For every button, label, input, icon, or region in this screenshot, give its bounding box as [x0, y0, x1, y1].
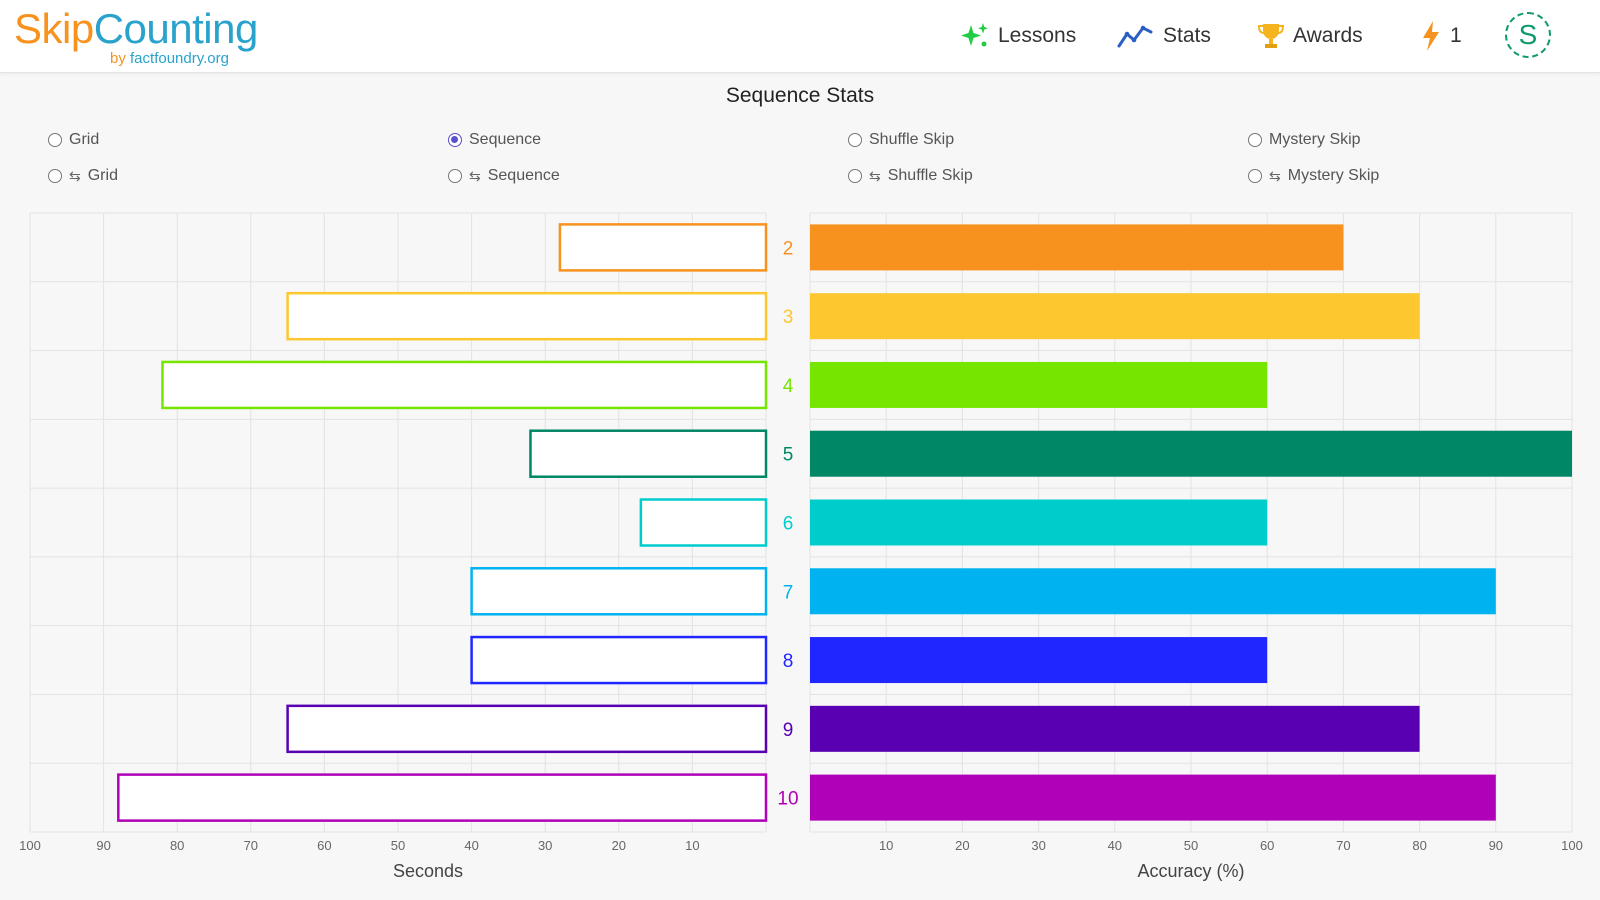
mode-radio-sequence[interactable]: Sequence: [448, 131, 541, 149]
radio-circle: [848, 133, 862, 147]
mode-radio-reverse-grid[interactable]: ⇆ Grid: [48, 167, 118, 185]
x-tick-label: 50: [1184, 838, 1198, 853]
x-tick-label: 100: [1561, 838, 1583, 853]
mode-label-mystery-skip: Mystery Skip: [1269, 131, 1361, 148]
user-avatar[interactable]: S: [1505, 12, 1551, 58]
mode-label-grid: Grid: [69, 131, 100, 148]
logo-counting-text: Counting: [93, 5, 259, 52]
x-tick-label: 90: [96, 838, 110, 853]
sparkle-icon: [961, 23, 988, 47]
x-tick-label: 70: [1336, 838, 1350, 853]
x-axis-title-seconds: Seconds: [393, 861, 463, 881]
radio-circle: [1248, 169, 1262, 183]
x-tick-label: 60: [317, 838, 331, 853]
x-tick-label: 90: [1489, 838, 1503, 853]
x-tick-label: 70: [244, 838, 258, 853]
x-tick-label: 80: [170, 838, 184, 853]
x-tick-label: 10: [879, 838, 893, 853]
streak-counter[interactable]: 1: [1420, 18, 1462, 54]
seconds-bar: [117, 773, 768, 822]
category-label: 2: [783, 238, 794, 259]
seconds-bar: [639, 498, 768, 547]
radio-circle: [1248, 133, 1262, 147]
top-bar: SkipCounting by factfoundry.org Lessons …: [0, 0, 1600, 73]
x-tick-label: 10: [685, 838, 699, 853]
x-tick-label: 20: [955, 838, 969, 853]
mode-label-shuffle-skip: Shuffle Skip: [869, 131, 955, 148]
radio-circle: [448, 169, 462, 183]
mode-label-reverse-shuffle-skip: Shuffle Skip: [887, 167, 973, 184]
mode-label-reverse-sequence: Sequence: [487, 167, 560, 184]
streak-count: 1: [1450, 24, 1462, 47]
category-label: 8: [783, 651, 794, 672]
nav-lessons-label: Lessons: [998, 24, 1077, 47]
nav-stats-label: Stats: [1163, 24, 1211, 47]
accuracy-bar: [810, 705, 1420, 752]
nav-stats[interactable]: Stats: [1117, 18, 1211, 54]
radio-circle: [48, 133, 62, 147]
seconds-bar: [161, 360, 768, 410]
logo-by-text: by: [110, 50, 131, 67]
lightning-icon: [1423, 21, 1439, 51]
category-label: 3: [783, 307, 794, 328]
mode-radio-reverse-shuffle-skip[interactable]: ⇆ Shuffle Skip: [848, 167, 973, 185]
accuracy-bar: [810, 499, 1268, 546]
x-tick-label: 30: [538, 838, 552, 853]
accuracy-bar: [810, 774, 1496, 821]
category-label: 10: [777, 789, 798, 810]
radio-circle: [48, 169, 62, 183]
x-tick-label: 30: [1031, 838, 1045, 853]
nav-awards[interactable]: Awards: [1257, 18, 1363, 54]
seconds-bar: [470, 567, 768, 616]
mode-radio-reverse-mystery-skip[interactable]: ⇆ Mystery Skip: [1248, 167, 1379, 185]
accuracy-bar: [810, 293, 1420, 340]
seconds-bar: [529, 429, 768, 478]
logo-skip-text: Skip: [14, 5, 94, 52]
x-axis-title-accuracy: Accuracy (%): [1137, 861, 1244, 881]
accuracy-bar: [810, 361, 1268, 408]
seconds-bar: [558, 223, 768, 272]
mode-radio-mystery-skip[interactable]: Mystery Skip: [1248, 131, 1361, 149]
accuracy-bar: [810, 568, 1496, 615]
radio-circle: [848, 169, 862, 183]
mode-radio-shuffle-skip[interactable]: Shuffle Skip: [848, 131, 954, 149]
mode-label-sequence: Sequence: [469, 131, 542, 148]
avatar-letter: S: [1518, 19, 1538, 50]
trend-chart-icon: [1117, 25, 1153, 48]
page-title: Sequence Stats: [725, 84, 875, 107]
category-label: 6: [783, 514, 794, 535]
x-tick-label: 40: [464, 838, 478, 853]
mode-label-reverse-grid: Grid: [87, 167, 118, 184]
category-label: 9: [783, 720, 794, 741]
logo-site-text: factfoundry.org: [130, 50, 229, 67]
category-label: 4: [783, 376, 794, 397]
accuracy-bar: [810, 637, 1268, 684]
mode-radio-grid[interactable]: Grid: [48, 131, 99, 149]
x-tick-label: 100: [19, 838, 41, 853]
mode-label-reverse-mystery-skip: Mystery Skip: [1287, 167, 1380, 184]
seconds-bar: [286, 291, 768, 341]
seconds-bar: [286, 704, 768, 754]
accuracy-bar: [810, 430, 1572, 477]
x-tick-label: 50: [391, 838, 405, 853]
app-logo[interactable]: SkipCounting by factfoundry.org: [14, 5, 259, 68]
reverse-arrows-icon: ⇆: [1269, 167, 1281, 184]
nav-awards-label: Awards: [1293, 24, 1363, 47]
x-tick-label: 60: [1260, 838, 1274, 853]
radio-circle-selected: [448, 133, 462, 147]
trophy-icon: [1257, 24, 1285, 48]
reverse-arrows-icon: ⇆: [469, 167, 481, 184]
category-label: 5: [783, 445, 794, 466]
x-tick-label: 80: [1412, 838, 1426, 853]
reverse-arrows-icon: ⇆: [869, 167, 881, 184]
mode-radio-reverse-sequence[interactable]: ⇆ Sequence: [448, 167, 560, 185]
reverse-arrows-icon: ⇆: [69, 167, 81, 184]
x-tick-label: 40: [1108, 838, 1122, 853]
category-label: 7: [783, 582, 794, 603]
x-tick-label: 20: [612, 838, 626, 853]
seconds-bar: [470, 635, 768, 685]
nav-lessons[interactable]: Lessons: [960, 18, 1076, 54]
accuracy-bar: [810, 224, 1344, 271]
